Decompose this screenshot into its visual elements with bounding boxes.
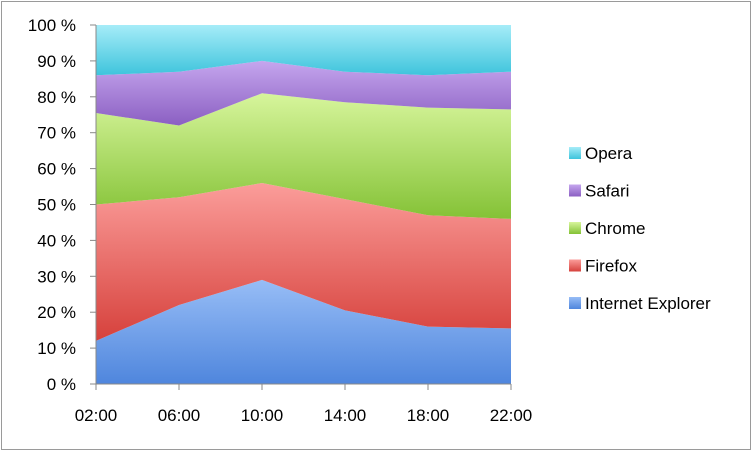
legend-label: Firefox — [585, 257, 637, 276]
legend-swatch — [569, 297, 581, 309]
x-tick-label: 02:00 — [75, 406, 118, 425]
area-opera — [96, 25, 511, 76]
legend-label: Safari — [585, 182, 629, 201]
x-tick-label: 06:00 — [158, 406, 201, 425]
y-tick-label: 0 % — [47, 375, 76, 394]
y-tick-label: 70 % — [37, 124, 76, 143]
x-axis-tick-labels: 02:00 06:00 10:00 14:00 18:00 22:00 — [75, 406, 533, 425]
legend-label: Opera — [585, 144, 633, 163]
legend: Opera Safari Chrome Firefox Internet Explore… — [569, 144, 711, 313]
x-tick-label: 22:00 — [490, 406, 533, 425]
area-internet-explorer — [96, 279, 511, 384]
legend-item-safari: Safari — [569, 182, 629, 201]
legend-label: Chrome — [585, 219, 645, 238]
y-tick-label: 90 % — [37, 52, 76, 71]
y-tick-label: 20 % — [37, 303, 76, 322]
chart-areas — [96, 25, 511, 384]
y-tick-label: 10 % — [37, 339, 76, 358]
y-tick-label: 60 % — [37, 160, 76, 179]
y-tick-label: 40 % — [37, 231, 76, 250]
y-axis-tick-labels: 0 % 10 % 20 % 30 % 40 % 50 % 60 % 70 % 80 % 90 % 1… — [28, 16, 76, 394]
legend-swatch — [569, 222, 581, 234]
legend-item-chrome: Chrome — [569, 219, 645, 238]
legend-item-opera: Opera — [569, 144, 633, 163]
area-firefox — [96, 183, 511, 341]
x-tick-label: 14:00 — [324, 406, 367, 425]
y-tick-label: 100 % — [28, 16, 76, 35]
y-tick-label: 80 % — [37, 88, 76, 107]
legend-swatch — [569, 259, 581, 272]
area-chrome — [96, 93, 511, 219]
chart-axes — [90, 24, 512, 390]
y-tick-label: 30 % — [37, 267, 76, 286]
legend-swatch — [569, 147, 581, 159]
x-tick-label: 10:00 — [241, 406, 284, 425]
legend-label: Internet Explorer — [585, 294, 711, 313]
legend-swatch — [569, 184, 581, 197]
legend-item-internet-explorer: Internet Explorer — [569, 294, 711, 313]
legend-item-firefox: Firefox — [569, 257, 637, 276]
y-tick-label: 50 % — [37, 196, 76, 215]
x-tick-label: 18:00 — [407, 406, 450, 425]
area-safari — [96, 60, 511, 126]
